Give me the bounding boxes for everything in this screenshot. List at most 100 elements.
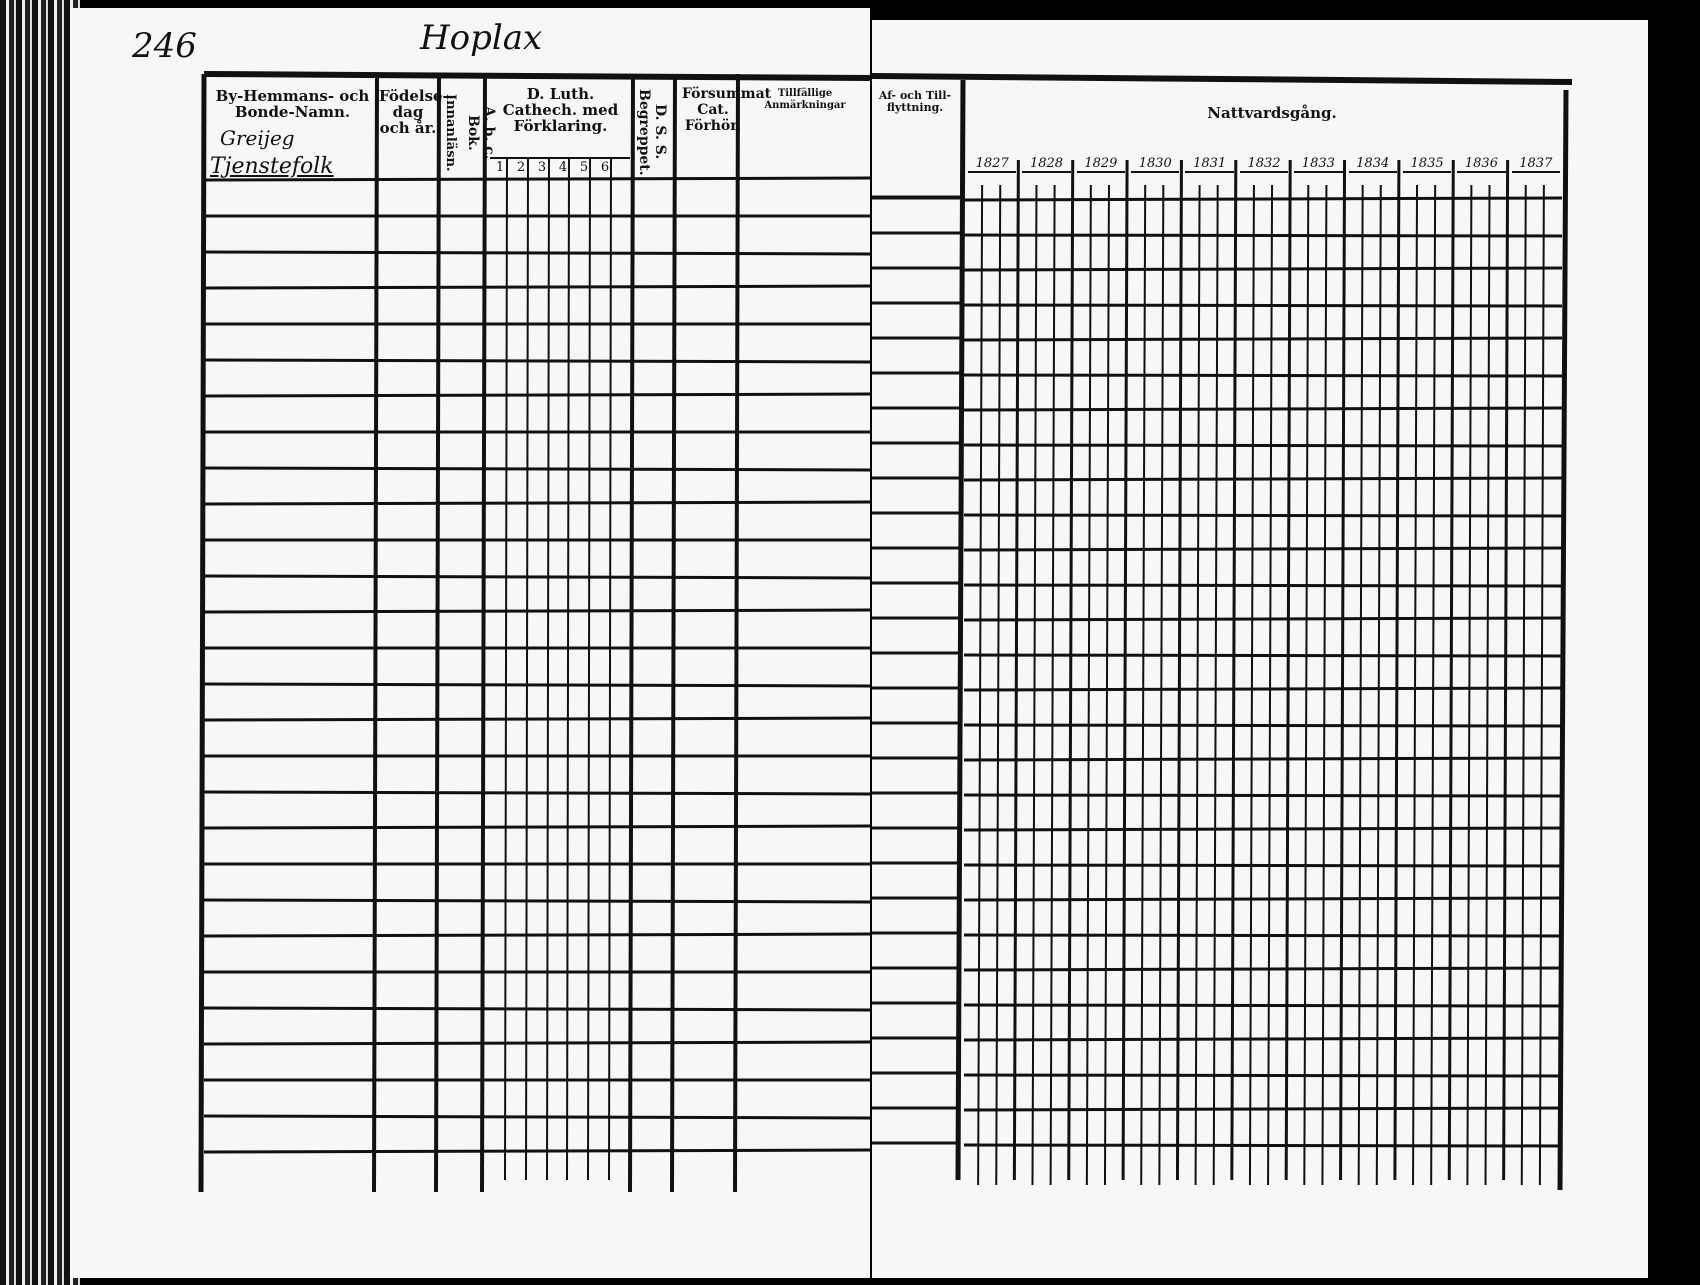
- year-subcolumn-divider: [1466, 184, 1473, 1186]
- year-header: 1836: [1457, 156, 1506, 173]
- header-name: By-Hemmans- och Bonde-Namn.: [215, 87, 370, 121]
- row-divider: [963, 826, 1563, 832]
- row-divider: [203, 392, 870, 398]
- column-divider: [434, 73, 441, 1193]
- year-subcolumn-divider: [1248, 184, 1255, 1186]
- year-header: 1831: [1185, 156, 1234, 173]
- year-divider: [1067, 159, 1075, 1181]
- row-divider: [963, 896, 1563, 902]
- subcolumn-divider: [566, 157, 570, 1181]
- header-abc-bok: A. b. c. Bok.: [465, 106, 497, 160]
- year-subcolumn-divider: [1103, 184, 1110, 1186]
- year-subcolumn-divider: [1520, 184, 1527, 1186]
- header-catechism: D. Luth. Cathech. med Förklaring.: [502, 85, 619, 135]
- row-divider: [963, 1143, 1563, 1148]
- column-divider: [955, 79, 966, 1181]
- column-divider: [480, 73, 487, 1193]
- row-divider: [963, 653, 1563, 658]
- header-dss: D. S. S. Begreppet.: [636, 88, 668, 176]
- column-divider: [628, 73, 635, 1193]
- year-subcolumn-divider: [1085, 184, 1092, 1186]
- catechism-subcolumn-label: 6: [600, 160, 610, 175]
- page-number: 246: [132, 26, 197, 66]
- header-innanlasn: Innanläsn.: [443, 94, 458, 172]
- year-header: 1834: [1348, 156, 1397, 173]
- year-subcolumn-divider: [1194, 184, 1201, 1186]
- row-divider: [963, 966, 1563, 972]
- column-divider: [670, 73, 677, 1193]
- year-subcolumn-divider: [1484, 184, 1491, 1186]
- row-divider: [203, 932, 870, 938]
- row-divider: [203, 1006, 870, 1012]
- year-divider: [1502, 159, 1510, 1181]
- subcolumn-divider: [525, 157, 529, 1181]
- column-divider: [372, 73, 379, 1193]
- year-header: 1829: [1076, 156, 1126, 173]
- catechism-subcolumn-label: 2: [516, 160, 526, 175]
- row-divider: [203, 176, 870, 182]
- header-nattvardsgang: Nattvardsgång.: [1207, 104, 1337, 122]
- year-header: 1833: [1294, 156, 1343, 173]
- right-page: Af- och Till-flyttning. Nattvardsgång. 1…: [872, 20, 1648, 1278]
- catechism-subcolumn-label: 4: [558, 160, 568, 175]
- year-subcolumn-divider: [1158, 184, 1165, 1186]
- row-divider: [963, 1106, 1563, 1112]
- header-flyttning: Af- och Till-flyttning.: [878, 89, 952, 114]
- year-header: 1830: [1131, 156, 1180, 173]
- row-divider: [963, 233, 1563, 238]
- header-birth: Födelse-dag och år.: [379, 87, 449, 137]
- row-divider: [203, 824, 870, 830]
- year-subcolumn-divider: [1357, 184, 1364, 1186]
- row-divider: [203, 898, 870, 904]
- year-subcolumn-divider: [1049, 184, 1056, 1186]
- year-divider: [1175, 159, 1183, 1181]
- year-divider: [1393, 159, 1401, 1181]
- row-divider: [203, 716, 870, 722]
- book-page-edges: [0, 0, 80, 1285]
- year-subcolumn-divider: [977, 184, 984, 1186]
- row-divider: [963, 616, 1563, 622]
- catechism-subcolumn-label: 5: [579, 160, 589, 175]
- row-divider: [963, 1036, 1563, 1042]
- year-divider: [1339, 159, 1347, 1181]
- row-divider: [963, 196, 1563, 202]
- year-subcolumn-divider: [1140, 184, 1147, 1186]
- row-divider: [963, 1003, 1563, 1008]
- year-subcolumn-divider: [1412, 184, 1419, 1186]
- year-subcolumn-divider: [1375, 184, 1382, 1186]
- catechism-subcolumn-label: 3: [537, 160, 547, 175]
- row-divider: [203, 1114, 870, 1120]
- place-name: Hoplax: [420, 18, 543, 58]
- year-subcolumn-divider: [1303, 184, 1310, 1186]
- row-divider: [963, 723, 1563, 728]
- row-divider: [203, 608, 870, 614]
- row-divider: [963, 303, 1563, 308]
- row-divider: [203, 466, 870, 472]
- header-anmarkningar: Tillfällige Anmärkningar: [764, 88, 846, 111]
- year-header: 1828: [1022, 156, 1071, 173]
- row-divider: [963, 1073, 1563, 1078]
- row-divider: [203, 574, 870, 580]
- row-divider: [963, 336, 1563, 342]
- row-divider: [203, 1040, 870, 1046]
- row-divider: [203, 790, 870, 796]
- row-divider: [963, 686, 1563, 692]
- entry-farm: Tjenstefolk: [210, 154, 334, 179]
- row-divider: [203, 250, 870, 256]
- row-divider: [203, 682, 870, 688]
- year-divider: [1284, 159, 1292, 1181]
- left-register-grid: [198, 71, 870, 1193]
- table-right-border: [1557, 89, 1569, 1191]
- catechism-subcolumn-label: 1: [495, 160, 505, 175]
- column-divider: [733, 73, 740, 1193]
- year-header: 1837: [1511, 156, 1560, 173]
- row-divider: [963, 443, 1563, 448]
- row-divider: [963, 373, 1563, 378]
- row-divider: [203, 284, 870, 290]
- year-divider: [1121, 159, 1129, 1181]
- year-header: 1832: [1239, 156, 1289, 173]
- row-divider: [963, 476, 1563, 482]
- year-divider: [1230, 159, 1238, 1181]
- row-divider: [203, 1148, 870, 1154]
- year-header: 1827: [968, 156, 1017, 173]
